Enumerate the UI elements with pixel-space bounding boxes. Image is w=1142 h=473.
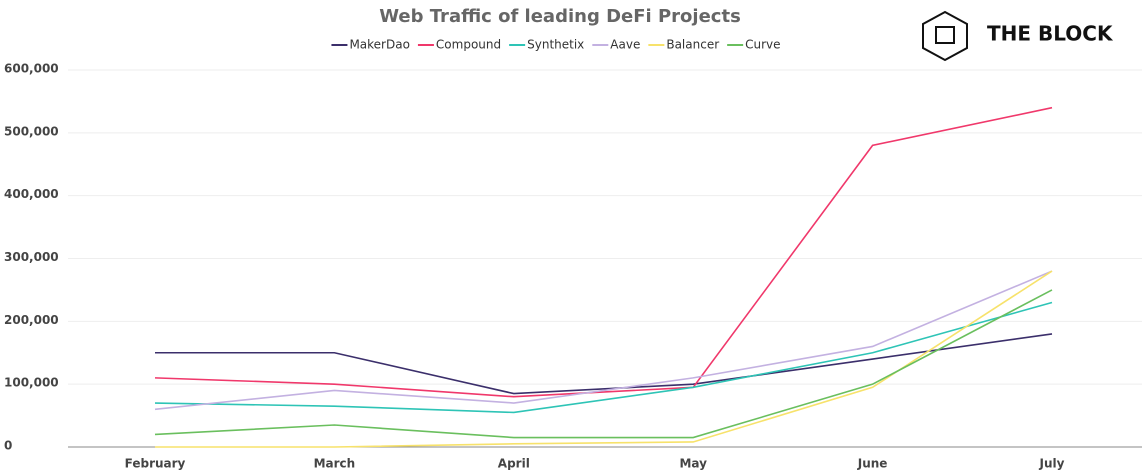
x-tick-label: May	[679, 457, 707, 471]
x-tick-label: June	[857, 457, 888, 471]
logo: THE BLOCK	[922, 10, 1114, 62]
legend-label: Balancer	[666, 38, 719, 52]
y-tick-label: 300,000	[4, 250, 59, 264]
chart-title: Web Traffic of leading DeFi Projects	[379, 6, 741, 27]
series-line	[154, 289, 1053, 439]
logo-icon	[922, 10, 968, 62]
x-tick-label: March	[314, 457, 356, 471]
legend-label: Aave	[610, 38, 640, 52]
series-line	[154, 106, 1053, 398]
logo-text: THE BLOCK	[987, 22, 1114, 46]
legend-label: Curve	[745, 38, 780, 52]
y-tick-label: 200,000	[4, 313, 59, 327]
y-tick-label: 600,000	[4, 62, 59, 76]
series-line	[155, 270, 1053, 448]
x-tick-label: April	[498, 457, 530, 471]
y-tick-label: 500,000	[4, 124, 59, 138]
series-line	[154, 270, 1053, 411]
series-line	[154, 301, 1053, 414]
y-tick-label: 400,000	[4, 187, 59, 201]
x-tick-label: July	[1039, 457, 1065, 471]
x-tick-label: February	[125, 457, 186, 471]
logo-icon	[935, 26, 955, 44]
legend-label: Compound	[436, 38, 501, 52]
series-line	[155, 333, 1053, 395]
legend-label: MakerDao	[349, 38, 409, 52]
y-tick-label: 100,000	[4, 376, 59, 390]
legend-label: Synthetix	[527, 38, 584, 52]
y-tick-label: 0	[4, 439, 12, 453]
